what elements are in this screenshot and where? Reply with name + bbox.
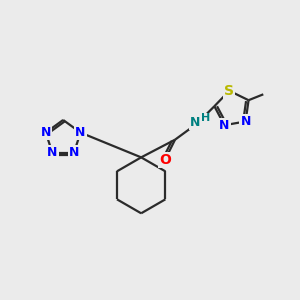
Text: N: N (69, 146, 79, 160)
Text: O: O (159, 153, 171, 167)
Text: H: H (201, 113, 210, 123)
Text: S: S (224, 84, 234, 98)
Text: N: N (219, 119, 230, 132)
Text: N: N (240, 115, 251, 128)
Text: N: N (40, 126, 51, 139)
Text: N: N (47, 146, 58, 160)
Text: N: N (75, 126, 86, 139)
Text: N: N (190, 116, 200, 128)
